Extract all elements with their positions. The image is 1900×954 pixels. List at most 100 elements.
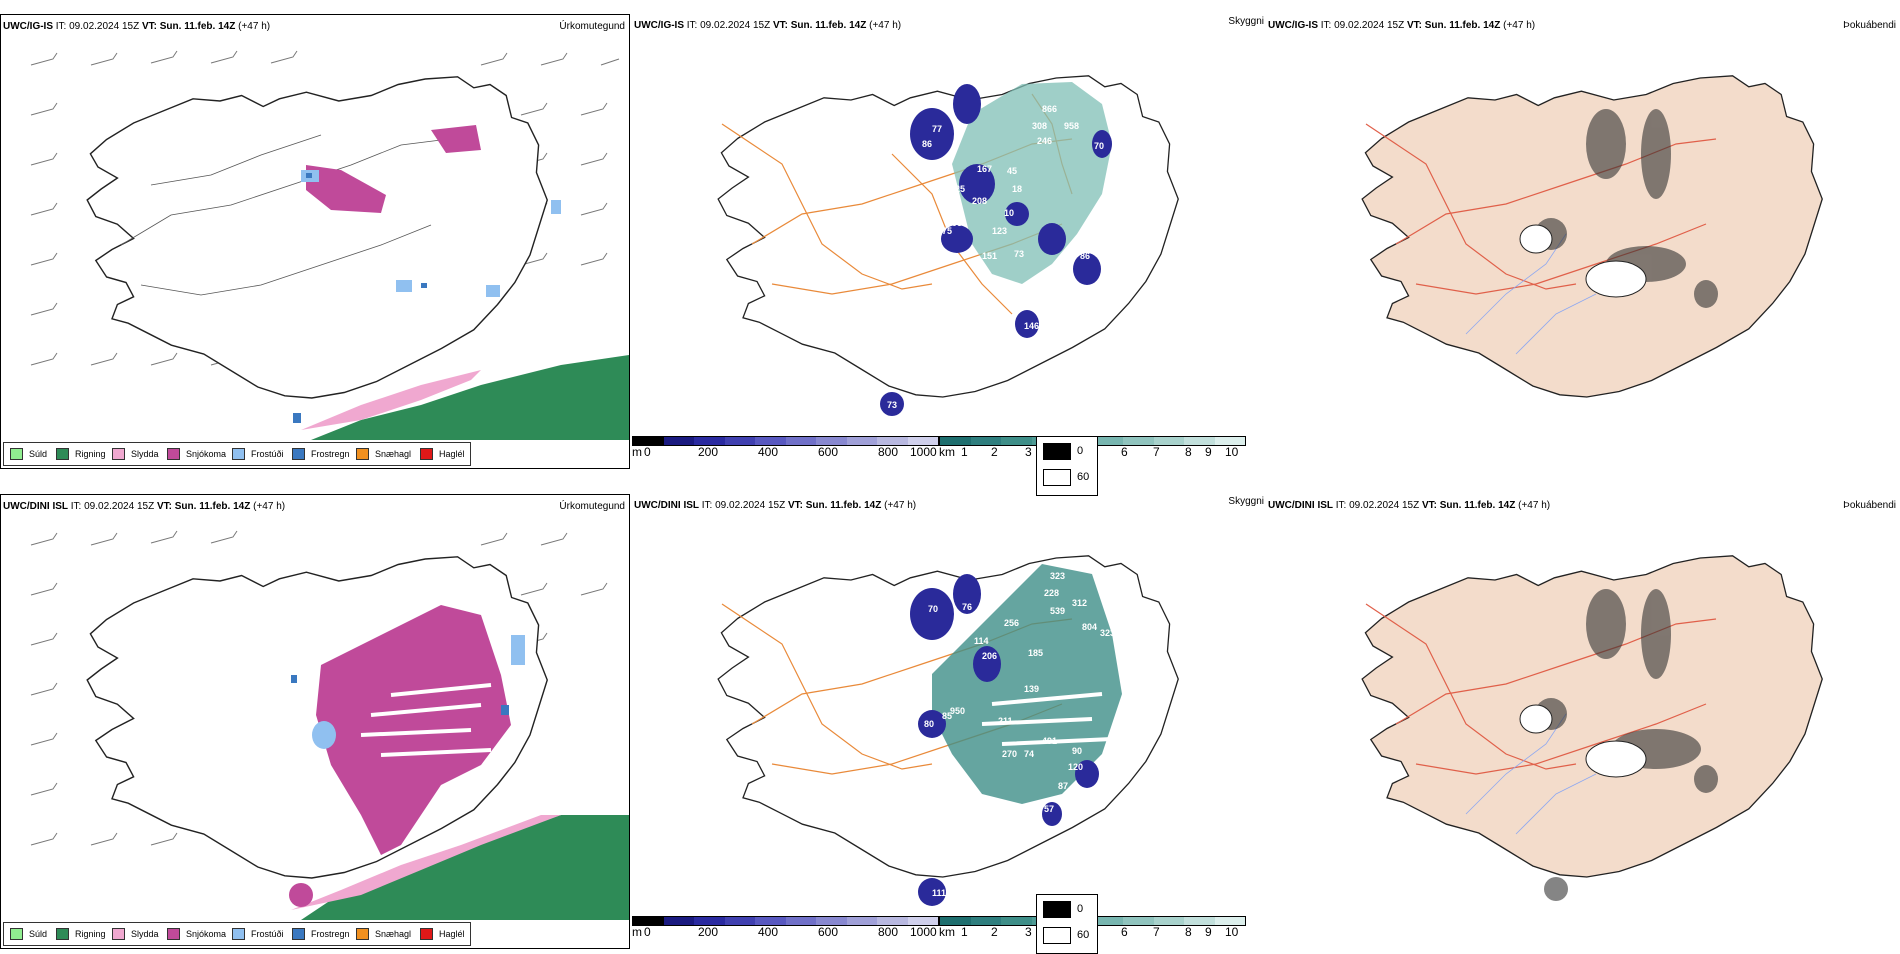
- vt-value: Sun. 11.feb. 14Z: [1424, 20, 1501, 31]
- svg-text:86: 86: [1080, 251, 1090, 261]
- model-name: UWC/IG-IS: [634, 20, 684, 31]
- visibility-color-cell: [1092, 917, 1123, 925]
- variable-name: Skyggni: [1228, 16, 1264, 27]
- vt-value: Sun. 11.feb. 14Z: [159, 21, 236, 32]
- svg-text:75: 75: [942, 226, 952, 236]
- variable-name: Þokuábendi: [1843, 500, 1896, 511]
- svg-text:308: 308: [1032, 121, 1047, 131]
- legend-item: Haglél: [420, 928, 465, 940]
- variable-name: Þokuábendi: [1843, 20, 1896, 31]
- vt-value: Sun. 11.feb. 14Z: [790, 20, 867, 31]
- visibility-color-cell: [1092, 437, 1123, 445]
- svg-text:114: 114: [974, 636, 989, 646]
- svg-text:804: 804: [1082, 622, 1097, 632]
- visibility-color-cell: [940, 917, 971, 925]
- legend-item: Rigning: [56, 928, 106, 940]
- legend-item: Snæhagl: [356, 928, 411, 940]
- sleet-area: [301, 370, 481, 430]
- svg-text:93: 93: [952, 218, 962, 228]
- cloud-panel-row2: UWC/DINI ISL IT: 09.02.2024 15Z VT: Sun.…: [1036, 494, 1900, 954]
- svg-text:111: 111: [932, 888, 946, 898]
- visibility-map[interactable]: 866 308 958 246 70 86 77 167 105 45 125 …: [632, 34, 1262, 439]
- lead-time: (+47 h): [884, 500, 917, 511]
- svg-text:70: 70: [1108, 594, 1118, 604]
- svg-text:211: 211: [998, 716, 1013, 726]
- it-value: 09.02.2024 15Z: [715, 500, 786, 511]
- snow-area: [316, 605, 511, 855]
- vt-label: VT:: [1421, 500, 1437, 511]
- vt-label: VT:: [1406, 20, 1422, 31]
- legend-item: Frostúði: [232, 928, 284, 940]
- cloud-legend: 0 60: [1036, 436, 1098, 496]
- svg-text:76: 76: [962, 602, 972, 612]
- snow-area-2: [431, 125, 481, 153]
- precip-legend: Súld Rigning Slydda Snjókoma Frostúði Fr…: [3, 922, 471, 946]
- legend-item: Súld: [10, 928, 47, 940]
- snow-depth-colorbar: m 0 200 400 600 800 1000: [632, 916, 939, 940]
- svg-text:105: 105: [928, 166, 943, 176]
- variable-name: Úrkomutegund: [559, 21, 625, 32]
- vt-label: VT:: [141, 21, 157, 32]
- svg-text:77: 77: [932, 124, 942, 134]
- visibility-color-cell: [1153, 437, 1184, 445]
- snow-depth-color-cell: [877, 917, 908, 925]
- it-label: IT:: [70, 501, 82, 512]
- visibility-map[interactable]: 323 228 312 539 70 76 70 256 804 323 114…: [632, 514, 1262, 919]
- lead-time: (+47 h): [1503, 20, 1536, 31]
- svg-text:246: 246: [1037, 136, 1052, 146]
- svg-text:125: 125: [950, 184, 965, 194]
- cloud-map[interactable]: [1266, 34, 1900, 439]
- panel-title-bar: UWC/IG-IS IT: 09.02.2024 15Z VT: Sun. 11…: [1268, 20, 1896, 34]
- precip-map[interactable]: [1, 35, 629, 440]
- legend-item: Frostúði: [232, 448, 284, 460]
- snow-depth-color-cell: [816, 917, 847, 925]
- visibility-panel-row2: UWC/DINI ISL IT: 09.02.2024 15Z VT: Sun.…: [632, 494, 1264, 949]
- freezing-rain: [293, 173, 427, 423]
- snow-depth-color-cell: [816, 437, 847, 445]
- it-value: 09.02.2024 15Z: [1349, 500, 1420, 511]
- svg-text:228: 228: [1044, 588, 1059, 598]
- snow-depth-cells: [880, 84, 1112, 416]
- snow-depth-color-cell: [663, 437, 694, 445]
- model-name: UWC/DINI ISL: [3, 501, 68, 512]
- svg-text:256: 256: [1004, 618, 1019, 628]
- visibility-color-cell: [1153, 917, 1184, 925]
- legend-item: Frostregn: [292, 928, 350, 940]
- it-label: IT:: [686, 20, 698, 31]
- snow-depth-color-cell: [694, 917, 725, 925]
- snow-depth-color-cell: [663, 917, 694, 925]
- variable-name: Úrkomutegund: [559, 501, 625, 512]
- snow-depth-color-cell: [907, 437, 938, 445]
- precip-map[interactable]: [1, 515, 629, 920]
- snow-depth-color-cell: [755, 917, 786, 925]
- snow-depth-color-cell: [694, 437, 725, 445]
- visibility-color-cell: [1184, 437, 1215, 445]
- snow-depth-color-cell: [877, 437, 908, 445]
- legend-item: Slydda: [112, 928, 159, 940]
- rain-area: [301, 815, 629, 920]
- lead-time: (+47 h): [253, 501, 286, 512]
- svg-text:139: 139: [1024, 684, 1039, 694]
- visibility-streaks: [981, 692, 1113, 746]
- legend-item: Frostregn: [292, 448, 350, 460]
- svg-text:950: 950: [950, 706, 965, 716]
- snow-area-south: [289, 883, 313, 907]
- freezing-rain: [291, 675, 509, 715]
- cloud-map[interactable]: [1266, 514, 1900, 919]
- svg-text:958: 958: [1064, 121, 1079, 131]
- it-label: IT:: [1320, 20, 1332, 31]
- legend-item: Snjókoma: [167, 448, 226, 460]
- roads: [120, 134, 442, 296]
- svg-text:491: 491: [1042, 736, 1057, 746]
- visibility-color-cell: [970, 437, 1001, 445]
- snow-depth-color-cell: [724, 437, 755, 445]
- roads: [1365, 603, 1717, 775]
- svg-text:208: 208: [972, 196, 987, 206]
- svg-text:45: 45: [1007, 166, 1017, 176]
- svg-text:323: 323: [1100, 628, 1115, 638]
- svg-text:82: 82: [928, 238, 938, 248]
- panel-title-bar: UWC/DINI ISL IT: 09.02.2024 15Z VT: Sun.…: [634, 496, 1264, 514]
- roads: [1365, 123, 1717, 295]
- svg-text:10: 10: [1004, 208, 1014, 218]
- panel-title-bar: UWC/IG-IS IT: 09.02.2024 15Z VT: Sun. 11…: [634, 16, 1264, 34]
